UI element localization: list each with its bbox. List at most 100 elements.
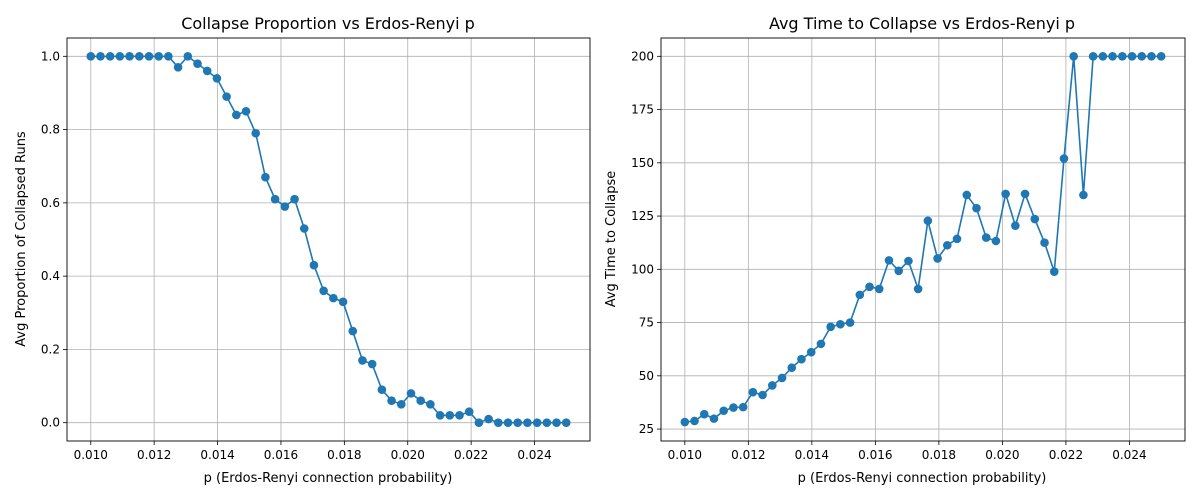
data-point	[904, 256, 913, 266]
data-point	[777, 373, 787, 383]
data-point	[406, 389, 416, 398]
data-point	[561, 418, 571, 427]
data-point	[222, 92, 231, 101]
series-line	[684, 55, 1162, 423]
y-tick-label: 0.4	[41, 269, 60, 283]
y-tick-label: 125	[631, 209, 654, 223]
data-point	[329, 293, 338, 303]
data-point	[972, 203, 981, 213]
data-point	[416, 396, 425, 406]
data-point	[797, 354, 806, 364]
data-point	[261, 172, 270, 182]
data-point	[1098, 52, 1108, 61]
data-point	[1108, 52, 1117, 61]
data-point	[232, 110, 241, 120]
data-point	[1069, 52, 1078, 61]
data-point	[464, 407, 474, 416]
data-point	[387, 396, 396, 406]
data-point	[474, 418, 484, 427]
data-point	[1040, 238, 1049, 247]
x-axis-label: p (Erdos-Renyi connection probability)	[204, 471, 453, 486]
data-point	[933, 254, 942, 263]
x-tick-label: 0.020	[391, 448, 425, 462]
data-point	[865, 282, 874, 292]
data-point	[503, 418, 513, 427]
data-point	[426, 400, 435, 409]
data-points	[86, 52, 571, 427]
y-tick-label: 0.8	[41, 123, 60, 137]
data-point	[1147, 52, 1156, 61]
data-point	[164, 52, 173, 61]
data-point	[845, 318, 855, 327]
data-point	[1059, 154, 1069, 163]
y-axis-label: Avg Time to Collapse	[604, 171, 619, 308]
data-point	[105, 52, 115, 61]
y-tick-label: 25	[639, 422, 654, 436]
data-point	[816, 339, 826, 349]
data-point	[758, 390, 767, 400]
plot-frame	[660, 37, 1186, 442]
data-point	[299, 224, 309, 233]
data-point	[144, 52, 154, 61]
data-point	[494, 418, 503, 427]
x-tick-label: 0.014	[200, 448, 234, 462]
data-point	[709, 414, 719, 423]
data-point	[86, 52, 96, 61]
data-point	[202, 66, 212, 76]
data-point	[942, 240, 952, 250]
data-point	[680, 417, 690, 427]
x-tick-label: 0.022	[454, 448, 488, 462]
data-point	[358, 356, 367, 365]
data-point	[173, 63, 183, 72]
data-point	[826, 322, 835, 332]
y-tick-label: 175	[631, 103, 654, 117]
data-point	[1049, 267, 1059, 276]
data-point	[1079, 190, 1088, 200]
data-point	[513, 418, 522, 427]
x-tick-label: 0.016	[858, 448, 892, 462]
x-tick-label: 0.018	[922, 448, 956, 462]
data-point	[1127, 52, 1137, 61]
data-point	[1011, 221, 1020, 230]
y-tick-label: 0.2	[41, 342, 60, 356]
data-point	[348, 326, 358, 336]
data-point	[396, 400, 406, 409]
x-tick-label: 0.022	[1049, 448, 1083, 462]
data-point	[884, 256, 894, 265]
data-point	[1118, 52, 1127, 61]
data-point	[542, 418, 552, 427]
chart-collapse-proportion: Collapse Proportion vs Erdos-Renyi p p (…	[14, 14, 591, 486]
x-tick-label: 0.024	[1112, 448, 1146, 462]
data-point	[377, 385, 387, 395]
y-tick-label: 0.0	[41, 416, 60, 430]
x-axis-label: p (Erdos-Renyi connection probability)	[798, 471, 1047, 486]
x-tick-label: 0.018	[327, 448, 361, 462]
data-point	[836, 319, 845, 329]
data-point	[806, 347, 816, 357]
data-point	[1020, 189, 1030, 199]
y-tick-label: 50	[639, 369, 654, 383]
grid	[661, 38, 1185, 441]
x-tick-label: 0.010	[74, 448, 108, 462]
data-point	[251, 128, 261, 138]
data-point	[319, 286, 328, 296]
y-tick-label: 1.0	[41, 49, 60, 63]
y-tick-label: 0.6	[41, 196, 60, 210]
data-point	[894, 266, 904, 276]
data-point	[193, 59, 202, 68]
data-point	[115, 52, 125, 61]
x-tick-label: 0.020	[985, 448, 1019, 462]
data-point	[241, 106, 251, 116]
data-point	[523, 418, 532, 427]
x-tick-label: 0.024	[517, 448, 551, 462]
data-point	[1156, 52, 1166, 61]
data-point	[445, 411, 455, 420]
data-point	[484, 414, 493, 424]
data-point	[991, 236, 1001, 246]
data-point	[981, 233, 991, 242]
x-tick-label: 0.012	[137, 448, 171, 462]
data-point	[455, 411, 464, 420]
data-point	[962, 190, 972, 200]
data-point	[923, 216, 933, 226]
data-point	[135, 52, 144, 61]
